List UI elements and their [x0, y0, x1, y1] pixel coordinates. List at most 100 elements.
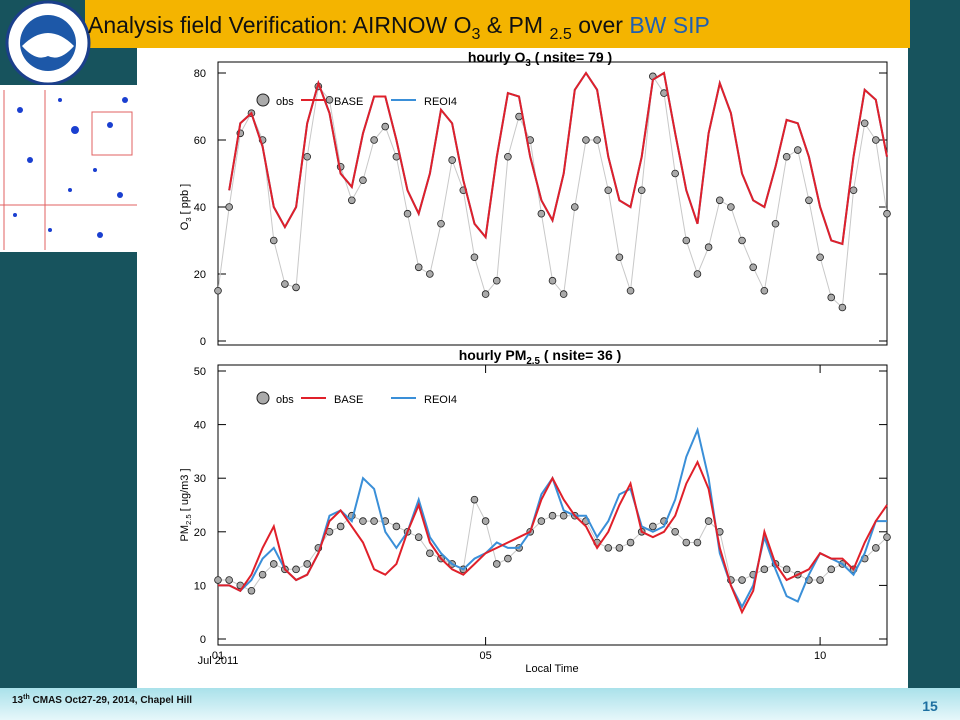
- title-sub: 2.5: [526, 356, 540, 367]
- footer-sup: th: [23, 694, 30, 701]
- label-sub: 2.5: [184, 514, 193, 525]
- label-run: O: [179, 221, 191, 230]
- obs-point: [671, 169, 679, 178]
- obs-point: [426, 270, 434, 278]
- obs-point: [883, 209, 891, 218]
- y-tick-label: 0: [200, 634, 206, 646]
- title-run: ( nsite= 79 ): [531, 49, 612, 65]
- obs-point: [626, 538, 635, 547]
- obs-point: [582, 136, 590, 144]
- title-run: & PM: [480, 12, 549, 38]
- obs-point: [370, 136, 378, 144]
- legend-marker: [256, 93, 270, 107]
- obs-point: [682, 236, 691, 245]
- chart-title: hourly PM2.5 ( nsite= 36 ): [459, 347, 622, 367]
- obs-point: [727, 203, 735, 211]
- chart-title: hourly O3 ( nsite= 79 ): [468, 49, 612, 69]
- obs-point: [347, 196, 356, 205]
- obs-point: [292, 565, 300, 574]
- obs-point: [247, 586, 256, 595]
- legend-label: BASE: [334, 96, 363, 108]
- obs-point: [504, 152, 512, 161]
- obs-point: [414, 263, 423, 272]
- obs-point: [715, 196, 724, 205]
- obs-point: [838, 303, 847, 312]
- region-map: [0, 85, 137, 252]
- obs-point: [593, 136, 601, 144]
- footer-run: CMAS Oct27-29, 2014, Chapel Hill: [30, 695, 193, 706]
- label-run: [ ug/m3 ]: [179, 468, 191, 514]
- obs-point: [738, 236, 746, 245]
- slide-title: Analysis field Verification: AIRNOW O3 &…: [88, 12, 710, 43]
- legend-marker: [256, 391, 270, 405]
- title-bar: [85, 0, 910, 48]
- title-run: hourly O: [468, 49, 526, 65]
- y-tick-label: 20: [194, 269, 206, 281]
- x-tick-note: Jul 2011: [198, 655, 239, 667]
- legend-label: obs: [276, 96, 294, 108]
- obs-point: [392, 522, 401, 531]
- obs-point: [437, 219, 445, 228]
- obs-point: [448, 156, 456, 164]
- obs-point: [883, 533, 891, 541]
- obs-point: [704, 243, 713, 252]
- x-axis-label: Local Time: [525, 663, 578, 675]
- obs-point: [816, 576, 824, 584]
- obs-point: [682, 538, 691, 547]
- obs-point: [214, 576, 222, 584]
- obs-point: [492, 560, 501, 568]
- footer-run: 13: [12, 695, 24, 706]
- legend-label: REOI4: [424, 394, 457, 406]
- footer-band: [0, 688, 960, 720]
- label-run: PM: [179, 525, 191, 542]
- obs-point: [504, 554, 512, 563]
- obs-point: [749, 263, 757, 272]
- y-tick-label: 80: [194, 68, 206, 80]
- obs-point: [336, 522, 345, 531]
- label-run: [ ppb ]: [179, 184, 191, 218]
- legend-label: obs: [276, 394, 294, 406]
- obs-point: [292, 283, 300, 292]
- obs-point: [359, 176, 367, 185]
- obs-point: [827, 565, 836, 574]
- title-run: Analysis field Verification: AIRNOW O: [88, 12, 471, 38]
- obs-point: [470, 495, 479, 504]
- obs-point: [559, 511, 568, 520]
- obs-point: [481, 290, 490, 298]
- obs-point: [537, 517, 546, 525]
- map-lines: [0, 90, 137, 250]
- plot-panel: [137, 48, 908, 689]
- label-sub: 3: [184, 217, 193, 221]
- obs-point: [816, 253, 824, 262]
- y-tick-label: 10: [194, 580, 206, 592]
- obs-point: [615, 544, 624, 552]
- obs-point: [426, 549, 434, 558]
- obs-point: [258, 570, 267, 579]
- obs-point: [403, 209, 412, 218]
- x-tick-label: 05: [479, 650, 491, 662]
- obs-point: [604, 186, 613, 195]
- obs-point: [860, 119, 869, 128]
- obs-point: [782, 152, 791, 161]
- obs-point: [671, 527, 679, 536]
- obs-point: [649, 522, 657, 531]
- title-accent: BW SIP: [629, 12, 710, 38]
- y-axis-label: PM2.5 [ ug/m3 ]: [179, 468, 193, 541]
- obs-point: [559, 290, 568, 298]
- x-tick-label: 10: [814, 650, 826, 662]
- noaa-logo: [5, 0, 91, 86]
- obs-point: [872, 544, 880, 552]
- obs-point: [570, 203, 579, 211]
- y-tick-label: 50: [194, 366, 206, 378]
- logo-bird: [22, 33, 74, 58]
- obs-point: [269, 236, 278, 245]
- obs-point: [782, 565, 791, 574]
- obs-point: [492, 276, 501, 285]
- obs-point: [604, 544, 613, 552]
- series-line: [228, 71, 888, 246]
- obs-point: [214, 286, 222, 295]
- obs-point: [615, 253, 624, 262]
- obs-point: [381, 122, 390, 131]
